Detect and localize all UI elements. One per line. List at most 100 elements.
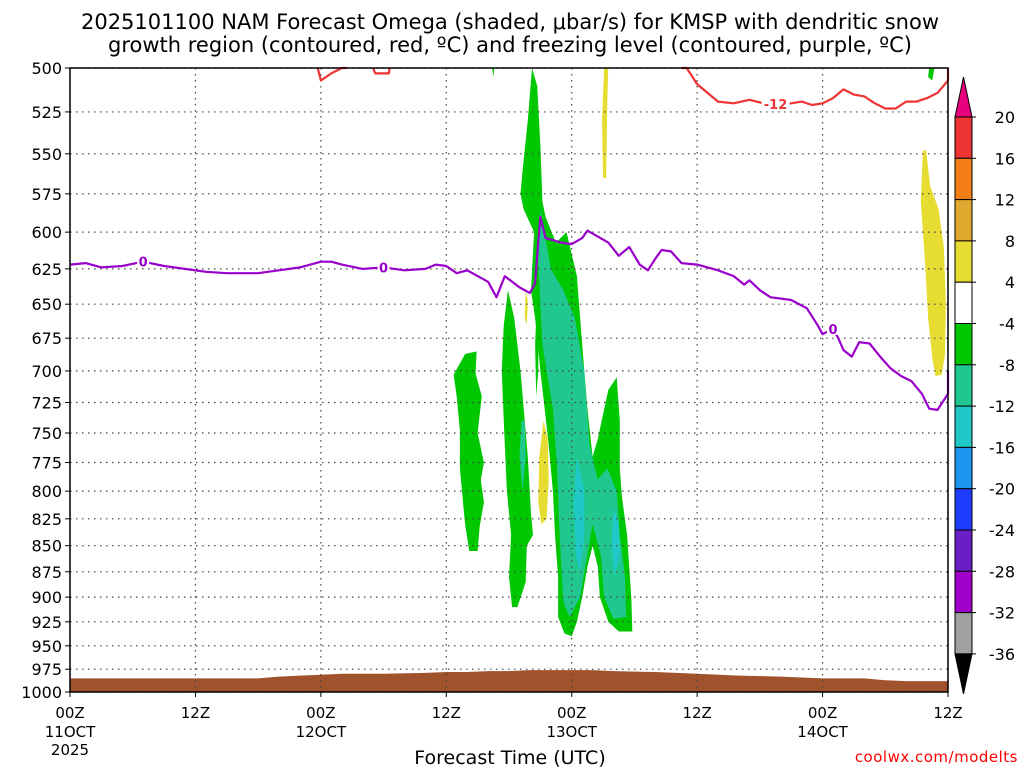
y-tick-label-850: 850 [31, 537, 62, 556]
x-tick-date-6: 14OCT [797, 723, 848, 741]
y-tick-label-700: 700 [31, 362, 62, 381]
colorbar-label-8: -16 [989, 438, 1015, 457]
colorbar-label-6: -8 [999, 356, 1015, 375]
colorbar-swatch-8 [954, 405, 973, 448]
omega-region-11 [538, 420, 549, 525]
colorbar-swatch-top [954, 76, 973, 118]
omega-region-8 [573, 456, 585, 572]
y-tick-label-900: 900 [31, 588, 62, 607]
y-tick-label-675: 675 [31, 329, 62, 348]
colorbar-swatch-1 [954, 116, 973, 159]
x-tick-time-4: 00Z [557, 704, 586, 722]
terrain-layer [70, 670, 948, 692]
y-axis: 500 525 550 575 600 625 650 675 700 725 750 775 800 8… [21, 59, 70, 702]
x-tick-time-5: 12Z [682, 704, 711, 722]
colorbar-label-4: 4 [1005, 273, 1015, 292]
omega-region-9 [611, 507, 620, 577]
colorbar-swatch-10 [954, 488, 973, 531]
y-tick-label-775: 775 [31, 454, 62, 473]
colorbar-swatch-11 [954, 529, 973, 572]
x-tick-time-6: 00Z [808, 704, 837, 722]
colorbar-label-7: -12 [989, 397, 1015, 416]
x-tick-date-2: 12OCT [296, 723, 347, 741]
omega-region-6 [519, 420, 526, 492]
omega-shading-layer [453, 68, 946, 637]
colorbar-label-5: -4 [999, 315, 1015, 334]
y-tick-label-750: 750 [31, 424, 62, 443]
terrain-fill [70, 670, 948, 692]
colorbar-swatch-bottom [954, 653, 973, 695]
y-tick-label-800: 800 [31, 482, 62, 501]
y-tick-label-525: 525 [31, 103, 62, 122]
y-tick-label-550: 550 [31, 145, 62, 164]
colorbar-swatch-9 [954, 446, 973, 490]
x-tick-time-1: 12Z [181, 704, 210, 722]
colorbar-label-13: -36 [989, 645, 1015, 664]
colorbar-swatch-2 [954, 157, 973, 201]
y-tick-label-950: 950 [31, 637, 62, 656]
colorbar-label-12: -32 [989, 604, 1015, 623]
omega-region-5 [928, 68, 935, 81]
colorbar-swatch-12 [954, 570, 973, 614]
colorbar-label-10: -24 [989, 521, 1015, 540]
freezing-contour-label-2: 0 [829, 323, 838, 338]
y-tick-label-575: 575 [31, 185, 62, 204]
colorbar-swatch-4 [954, 240, 973, 283]
y-tick-label-825: 825 [31, 510, 62, 529]
y-tick-label-975: 975 [31, 660, 62, 679]
x-tick-time-7: 12Z [933, 704, 962, 722]
freezing-label-bg-0 [137, 254, 150, 268]
x-tick-time-2: 00Z [306, 704, 335, 722]
x-tick-year-0: 2025 [51, 741, 89, 759]
chart-title-line-2: growth region (contoured, red, ºC) and f… [108, 33, 912, 57]
freezing-contour-label-0: 0 [139, 256, 148, 271]
omega-region-10 [602, 68, 609, 178]
omega-region-12 [524, 290, 528, 325]
colorbar-label-1: 16 [995, 149, 1015, 168]
y-tick-label-875: 875 [31, 563, 62, 582]
y-tick-label-725: 725 [31, 393, 62, 412]
omega-region-4 [492, 68, 495, 77]
colorbar-label-0: 20 [995, 108, 1015, 127]
colorbar-label-11: -28 [989, 562, 1015, 581]
plot-frame [69, 67, 949, 693]
x-tick-time-3: 12Z [432, 704, 461, 722]
credit-text: coolwx.com/modelts [855, 748, 1018, 766]
dendritic-contour-label-0: -12 [764, 98, 788, 113]
x-tick-date-0: 11OCT [45, 723, 96, 741]
colorbar: 20 16 12 8 4 -4 -8 -12 -16 -20 -24 -28 -32 -36 [954, 76, 1015, 695]
omega-region-13 [920, 150, 946, 376]
contour-layer: -12 0 0 0 [69, 66, 950, 411]
colorbar-swatch-6 [954, 323, 973, 366]
colorbar-label-9: -20 [989, 480, 1015, 499]
plot-area: -12 0 0 0 [69, 66, 950, 693]
colorbar-label-2: 12 [995, 191, 1015, 210]
omega-region-0 [453, 351, 484, 551]
freezing-contour-label-1: 0 [379, 261, 388, 276]
y-tick-label-1000: 1000 [21, 683, 62, 702]
colorbar-swatch-13 [954, 612, 973, 655]
colorbar-swatch-5 [954, 281, 973, 325]
colorbar-swatch-3 [954, 199, 973, 242]
y-tick-label-625: 625 [31, 260, 62, 279]
y-tick-label-500: 500 [31, 59, 62, 78]
y-tick-label-650: 650 [31, 295, 62, 314]
dendritic-label-bg-0 [761, 97, 790, 112]
y-tick-label-925: 925 [31, 613, 62, 632]
x-tick-time-0: 00Z [55, 704, 84, 722]
x-axis-label: Forecast Time (UTC) [414, 747, 605, 768]
colorbar-label-3: 8 [1005, 232, 1015, 251]
colorbar-swatch-7 [954, 364, 973, 407]
x-tick-date-4: 13OCT [546, 723, 597, 741]
y-tick-label-600: 600 [31, 223, 62, 242]
freezing-label-bg-2 [827, 321, 840, 335]
dendritic-minus12-contour-1 [372, 67, 391, 75]
omega-region-1 [501, 290, 533, 608]
freezing-level-contour [69, 215, 950, 411]
dendritic-minus12-contour-2 [681, 66, 950, 110]
omega-region-7 [538, 209, 627, 619]
chart-title-line-1: 2025101100 NAM Forecast Omega (shaded, μ… [81, 10, 939, 34]
